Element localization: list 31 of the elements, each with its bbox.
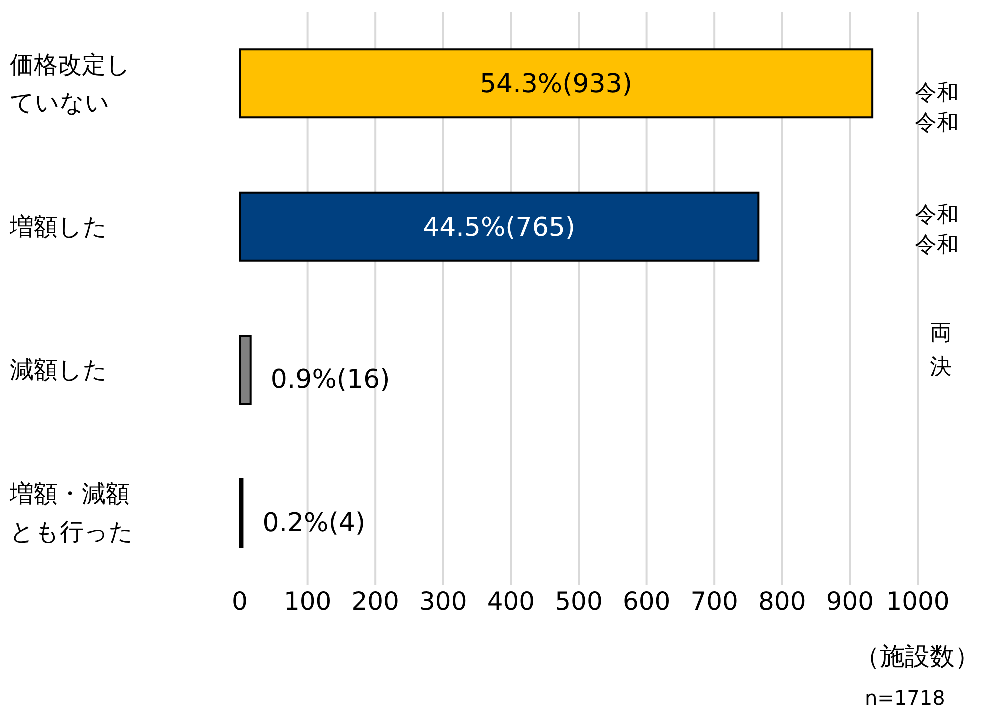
x-tick-label: 300: [420, 587, 468, 616]
x-tick-label: 100: [284, 587, 332, 616]
text: 決: [930, 354, 952, 382]
bar: [239, 192, 760, 262]
x-tick-label: 600: [622, 587, 671, 616]
x-tick-label: 200: [352, 587, 400, 616]
y-tick-label: 減額した: [10, 355, 109, 386]
annotation: 令和: [915, 232, 959, 260]
text: n=1718: [865, 686, 946, 710]
data-label: 44.5%(765): [423, 212, 576, 243]
annotation: 令和: [915, 110, 959, 138]
data-label: 0.2%(4): [262, 508, 366, 538]
x-tick-label: 500: [555, 587, 603, 616]
bar: [239, 478, 244, 548]
x-tick-label: 0: [232, 587, 248, 616]
x-tick-label: 900: [826, 587, 874, 616]
x-tick-label: 800: [758, 587, 806, 616]
y-tick-label: 増額した: [10, 212, 109, 243]
data-label: 54.3%(933): [480, 70, 633, 100]
y-tick-label: 価格改定していない: [10, 50, 132, 119]
x-tick-label: 400: [487, 587, 536, 616]
x-axis-title: （施設数）: [855, 641, 980, 673]
bar: [239, 335, 252, 406]
data-label: 0.9%(16): [270, 365, 390, 396]
annotation: 令和: [915, 80, 959, 108]
text: 両: [930, 320, 952, 348]
y-tick-label: 増額・減額とも行った: [10, 479, 135, 548]
x-tick-label: 1000: [886, 587, 950, 616]
bar: [239, 48, 874, 119]
x-tick-label: 700: [690, 587, 738, 616]
annotation: 令和: [915, 202, 959, 230]
